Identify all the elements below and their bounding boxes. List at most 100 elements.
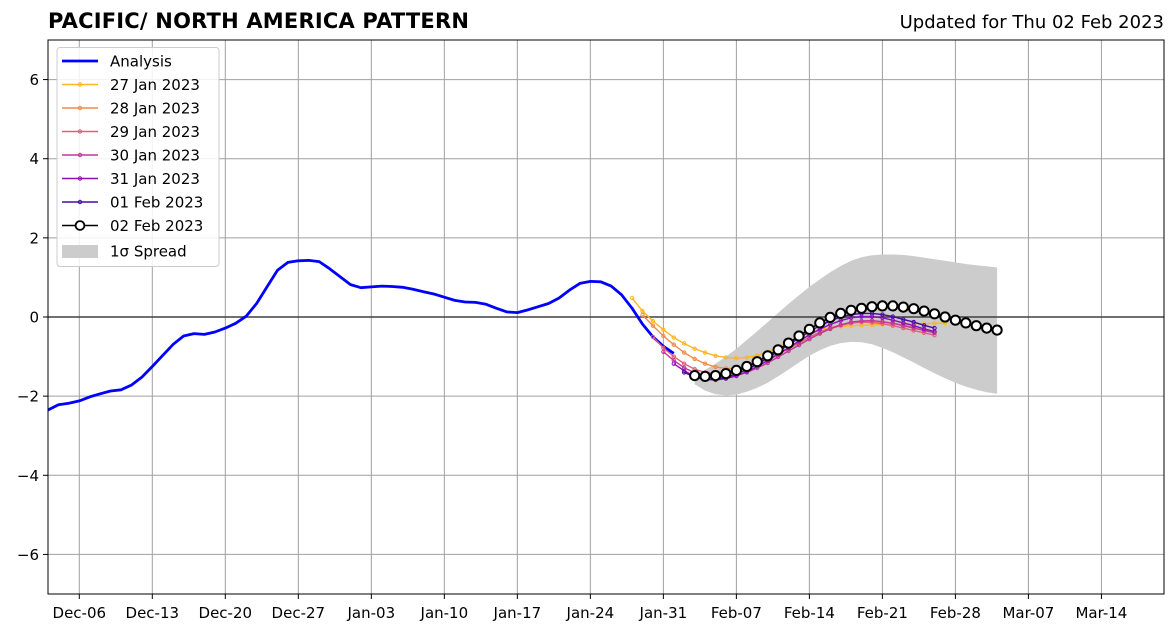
forecast-point <box>901 317 906 322</box>
current-forecast-point <box>981 322 993 334</box>
current-forecast-point <box>782 337 795 349</box>
forecast-point <box>640 312 645 318</box>
forecast-point <box>880 312 885 317</box>
legend-label: 27 Jan 2023 <box>110 76 200 94</box>
forecast-point <box>734 356 739 361</box>
current-forecast-point <box>803 323 816 335</box>
x-tick-label: Feb-21 <box>857 604 908 622</box>
y-tick-label: 6 <box>29 71 39 89</box>
forecast-point <box>702 350 708 355</box>
legend-marker <box>77 82 83 87</box>
legend-spread-swatch <box>62 245 98 258</box>
legend-marker <box>77 105 83 111</box>
current-forecast-point <box>845 304 857 316</box>
x-tick-label: Mar-07 <box>1002 604 1054 622</box>
forecast-point <box>661 349 666 354</box>
legend: Analysis 27 Jan 2023 28 Jan 2023 29 Jan 202… <box>56 47 220 267</box>
current-forecast-point <box>970 320 982 332</box>
current-forecast-point <box>709 370 722 382</box>
forecast-point <box>880 319 885 324</box>
forecast-point <box>671 361 676 366</box>
current-forecast-point <box>835 307 847 319</box>
legend-marker <box>77 176 83 181</box>
current-forecast-point <box>939 311 951 323</box>
current-forecast-point <box>730 364 743 376</box>
forecast-point <box>682 350 687 355</box>
forecast-point <box>828 326 833 332</box>
forecast-point <box>932 321 937 326</box>
y-tick-label: −6 <box>17 546 39 564</box>
legend-label: 28 Jan 2023 <box>110 100 200 118</box>
current-forecast-point <box>887 300 899 312</box>
x-tick-label: Dec-27 <box>272 604 326 622</box>
updated-date-label: Updated for Thu 02 Feb 2023 <box>899 12 1164 33</box>
forecast-point <box>921 323 927 328</box>
forecast-point <box>869 318 875 323</box>
forecast-point <box>713 364 718 370</box>
forecast-point <box>911 319 916 325</box>
forecast-point <box>744 355 749 360</box>
legend-entry: 01 Feb 2023 <box>62 194 203 212</box>
forecast-point <box>629 295 635 301</box>
x-tick-label: Dec-06 <box>53 604 107 622</box>
analysis-line <box>47 258 675 412</box>
forecast-point <box>838 322 843 328</box>
legend-entry: 27 Jan 2023 <box>62 76 200 94</box>
y-tick-label: −4 <box>17 467 39 485</box>
legend-entry: 31 Jan 2023 <box>62 170 200 188</box>
y-tick-label: 0 <box>29 309 39 327</box>
current-forecast-point <box>855 302 868 314</box>
legend-entry: 1σ Spread <box>62 243 187 261</box>
current-forecast-point <box>876 300 889 312</box>
current-forecast-point <box>928 308 941 320</box>
forecast-point <box>901 323 906 328</box>
axis-ticks: Dec-06 Dec-13 Dec-20 Dec-27 Jan-03 Jan-10 Jan-… <box>17 71 1127 622</box>
forecast-point <box>682 370 687 375</box>
forecast-point <box>713 353 718 358</box>
x-tick-label: Jan-24 <box>566 604 615 622</box>
legend-marker <box>77 129 83 134</box>
legend-entry: 30 Jan 2023 <box>62 147 200 165</box>
forecast-point <box>671 342 676 347</box>
legend-marker <box>74 220 86 231</box>
legend-entry: 28 Jan 2023 <box>62 100 200 118</box>
current-forecast-point <box>918 305 930 317</box>
forecast-point <box>661 333 666 339</box>
forecast-point <box>702 361 708 366</box>
y-tick-label: 2 <box>29 229 39 247</box>
y-tick-label: −2 <box>17 388 39 406</box>
forecast-point <box>723 355 729 360</box>
forecast-point <box>650 334 656 339</box>
legend-marker <box>77 152 83 158</box>
legend-label: 02 Feb 2023 <box>110 217 203 235</box>
current-forecast-point <box>793 330 805 342</box>
forecast-point <box>890 314 895 319</box>
legend-label: 01 Feb 2023 <box>110 194 203 212</box>
forecast-point <box>796 342 802 348</box>
legend-entry: 02 Feb 2023 <box>62 217 203 235</box>
forecast-point <box>692 346 697 351</box>
current-forecast-series <box>689 300 1003 382</box>
forecast-point <box>661 327 666 332</box>
forecast-point <box>692 356 697 362</box>
x-tick-label: Dec-20 <box>199 604 253 622</box>
chart-title: PACIFIC/ NORTH AMERICA PATTERN <box>48 9 470 33</box>
current-forecast-point <box>762 350 774 362</box>
current-forecast-point <box>866 301 878 313</box>
current-forecast-point <box>991 324 1003 336</box>
forecast-point <box>671 335 676 340</box>
x-tick-label: Jan-31 <box>639 604 688 622</box>
forecast-point <box>661 345 666 351</box>
x-tick-label: Dec-13 <box>126 604 180 622</box>
legend-label: 31 Jan 2023 <box>110 170 200 188</box>
forecast-point <box>671 354 676 359</box>
forecast-point <box>682 341 687 346</box>
legend-label: Analysis <box>110 53 172 71</box>
legend-label: 1σ Spread <box>110 243 187 261</box>
current-forecast-point <box>908 303 920 315</box>
current-forecast-point <box>689 370 701 382</box>
x-tick-label: Feb-28 <box>930 604 981 622</box>
x-tick-label: Feb-14 <box>784 604 835 622</box>
current-forecast-point <box>741 360 753 373</box>
forecast-point <box>682 361 687 366</box>
